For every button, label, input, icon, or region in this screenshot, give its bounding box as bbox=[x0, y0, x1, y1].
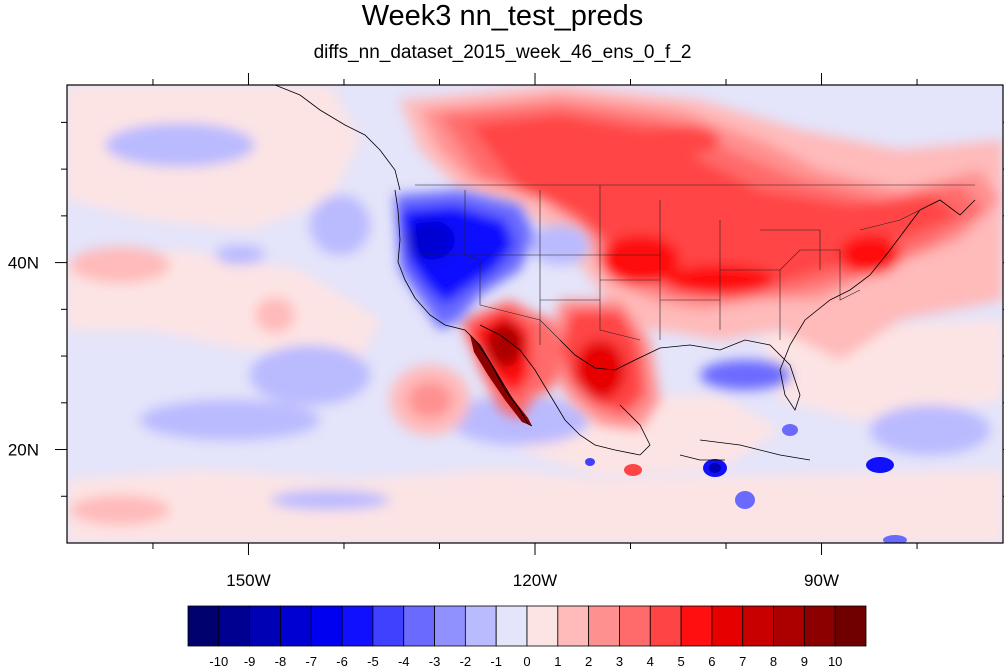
colorbar-swatch bbox=[557, 605, 590, 647]
map-subtitle: diffs_nn_dataset_2015_week_46_ens_0_f_2 bbox=[313, 42, 692, 63]
colorbar-swatch bbox=[434, 605, 466, 647]
colorbar-swatch bbox=[495, 605, 528, 647]
colorbar-label: -10 bbox=[209, 654, 228, 669]
colorbar-swatch bbox=[742, 605, 774, 647]
colorbar-label: -2 bbox=[460, 654, 472, 669]
axis-ticks bbox=[55, 73, 1004, 555]
colorbar-swatch bbox=[588, 605, 620, 647]
colorbar-labels: -10 -9 -8 -7 -6 -5 -4 -3 -2 -1 0 1 2 3 4 5 6 7 8 9 10 bbox=[209, 654, 842, 669]
colorbar-swatch bbox=[403, 605, 435, 647]
lat-tick-label: 40N bbox=[8, 254, 39, 273]
state-borders bbox=[415, 184, 975, 345]
colorbar-swatch bbox=[619, 605, 651, 647]
lat-tick-label: 20N bbox=[8, 441, 39, 460]
colorbar-label: 3 bbox=[616, 654, 623, 669]
colorbar-label: -1 bbox=[490, 654, 502, 669]
colorbar-swatch bbox=[834, 605, 867, 647]
colorbar-swatch bbox=[773, 605, 805, 647]
axis-tick-labels: 150W 120W 90W 20N 40N bbox=[8, 254, 839, 590]
colorbar-swatch bbox=[649, 605, 682, 647]
colorbar-swatch bbox=[249, 605, 281, 647]
colorbar-label: 2 bbox=[585, 654, 592, 669]
colorbar-swatch bbox=[341, 605, 374, 647]
colorbar-label: 10 bbox=[828, 654, 842, 669]
colorbar-label: -5 bbox=[367, 654, 379, 669]
colorbar-swatch bbox=[464, 605, 497, 647]
colorbar-label: 9 bbox=[801, 654, 808, 669]
colorbar-label: 7 bbox=[739, 654, 746, 669]
colorbar-label: 6 bbox=[708, 654, 715, 669]
colorbar-swatch bbox=[372, 605, 405, 647]
lon-tick-label: 120W bbox=[513, 571, 557, 590]
colorbar-swatch bbox=[280, 605, 312, 647]
colorbar-label: -7 bbox=[305, 654, 317, 669]
anomaly-field bbox=[67, 85, 1003, 543]
colorbar-label: -4 bbox=[398, 654, 410, 669]
colorbar-swatch bbox=[680, 605, 713, 647]
colorbar-label: -8 bbox=[275, 654, 287, 669]
coastlines bbox=[274, 85, 976, 461]
colorbar-swatch bbox=[711, 605, 744, 647]
colorbar-label: 8 bbox=[770, 654, 777, 669]
colorbar-label: -6 bbox=[336, 654, 348, 669]
colorbar-label: 5 bbox=[677, 654, 684, 669]
colorbar-swatch bbox=[218, 605, 251, 647]
colorbar-label: -3 bbox=[429, 654, 441, 669]
colorbar-swatch bbox=[310, 605, 343, 647]
lon-tick-label: 150W bbox=[226, 571, 270, 590]
map-title: Week3 nn_test_preds bbox=[361, 0, 644, 32]
colorbar-label: 0 bbox=[523, 654, 530, 669]
colorbar-swatch bbox=[803, 605, 836, 647]
colorbar-label: -9 bbox=[244, 654, 256, 669]
colorbar-swatch bbox=[187, 605, 220, 647]
colorbar-swatch bbox=[526, 605, 559, 647]
colorbar-label: 4 bbox=[647, 654, 654, 669]
colorbar bbox=[187, 605, 867, 647]
lon-tick-label: 90W bbox=[804, 571, 839, 590]
colorbar-label: 1 bbox=[554, 654, 561, 669]
